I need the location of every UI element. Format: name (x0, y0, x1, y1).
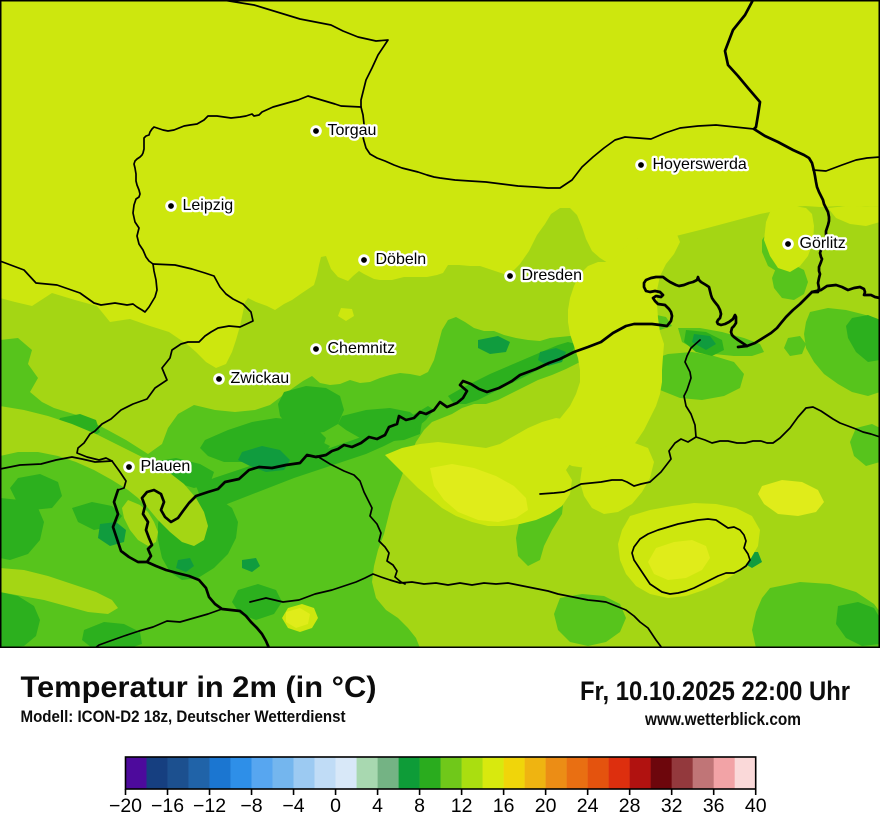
svg-text:Fr, 10.10.2025 22:00 Uhr: Fr, 10.10.2025 22:00 Uhr (580, 676, 850, 706)
svg-text:−12: −12 (193, 795, 226, 817)
svg-text:−16: −16 (151, 795, 184, 817)
svg-text:Modell: ICON-D2 18z, Deutscher: Modell: ICON-D2 18z, Deutscher Wetterdie… (21, 707, 346, 726)
svg-text:Leipzig: Leipzig (183, 197, 234, 214)
svg-text:24: 24 (577, 795, 599, 817)
svg-text:−4: −4 (282, 795, 304, 817)
svg-text:Döbeln: Döbeln (376, 251, 427, 268)
svg-text:16: 16 (493, 795, 515, 817)
svg-text:Dresden: Dresden (522, 267, 582, 284)
svg-text:40: 40 (745, 795, 767, 817)
svg-text:Temperatur in 2m (in °C): Temperatur in 2m (in °C) (21, 671, 377, 704)
svg-text:4: 4 (372, 795, 383, 817)
svg-text:Hoyerswerda: Hoyerswerda (653, 156, 747, 173)
svg-text:28: 28 (619, 795, 641, 817)
svg-text:36: 36 (703, 795, 725, 817)
svg-text:−8: −8 (240, 795, 262, 817)
svg-text:Plauen: Plauen (141, 458, 191, 475)
svg-text:Zwickau: Zwickau (231, 370, 290, 387)
svg-text:12: 12 (451, 795, 473, 817)
svg-text:32: 32 (661, 795, 683, 817)
svg-text:−20: −20 (109, 795, 142, 817)
svg-text:www.wetterblick.com: www.wetterblick.com (644, 709, 801, 729)
svg-text:Torgau: Torgau (328, 122, 377, 139)
svg-text:20: 20 (535, 795, 557, 817)
svg-text:8: 8 (414, 795, 425, 817)
svg-text:0: 0 (330, 795, 341, 817)
svg-text:Chemnitz: Chemnitz (328, 340, 396, 357)
svg-text:Görlitz: Görlitz (800, 235, 846, 252)
